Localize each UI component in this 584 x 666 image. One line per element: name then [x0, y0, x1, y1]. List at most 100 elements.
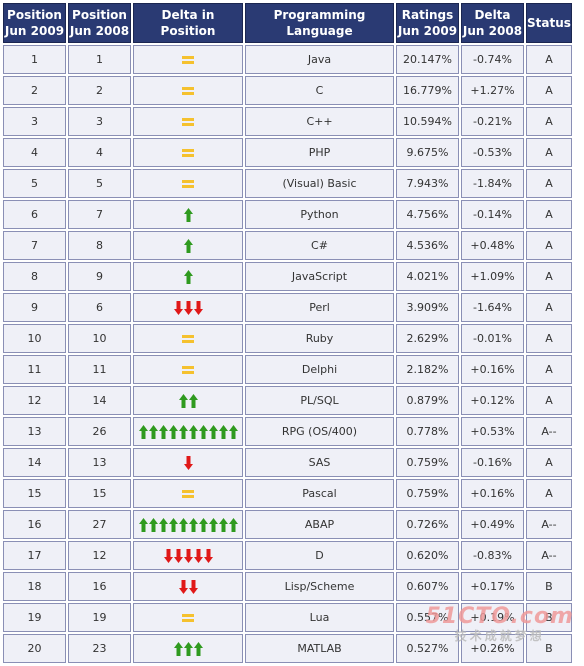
cell-programming-language-text: C++ [306, 115, 333, 128]
cell-status-text: A [545, 84, 553, 97]
red-down-arrow-icon [173, 300, 203, 315]
cell-rating-jun-2009: 0.726% [396, 510, 459, 539]
cell-delta-jun-2008-text: -0.83% [473, 549, 512, 562]
cell-rating-jun-2009: 9.675% [396, 138, 459, 167]
cell-delta-jun-2008: +0.16% [461, 355, 524, 384]
cell-position-jun-2009: 3 [3, 107, 66, 136]
header-ratings-jun-2009: Ratings Jun 2009 [396, 3, 459, 43]
cell-position-jun-2008-text: 4 [96, 146, 103, 159]
cell-delta-jun-2008: +0.26% [461, 634, 524, 663]
cell-delta-jun-2008: +0.53% [461, 417, 524, 446]
cell-position-jun-2008-text: 1 [96, 53, 103, 66]
cell-position-jun-2008: 15 [68, 479, 131, 508]
cell-status: A [526, 45, 572, 74]
cell-status-text: A [545, 239, 553, 252]
cell-programming-language: C++ [245, 107, 394, 136]
cell-position-jun-2009-text: 7 [31, 239, 38, 252]
cell-position-jun-2009-text: 5 [31, 177, 38, 190]
table-row: 19 19 Lua 0.557% +0.19% B [3, 603, 572, 632]
cell-delta-jun-2008: +0.12% [461, 386, 524, 415]
cell-position-jun-2008: 1 [68, 45, 131, 74]
cell-status-text: A [545, 177, 553, 190]
cell-programming-language: Lua [245, 603, 394, 632]
cell-programming-language-text: SAS [308, 456, 331, 469]
cell-programming-language-text: RPG (OS/400) [281, 425, 358, 438]
cell-rating-jun-2009-text: 0.879% [406, 394, 449, 407]
cell-delta-in-position [133, 107, 243, 136]
cell-position-jun-2009: 11 [3, 355, 66, 384]
cell-programming-language-text: Ruby [305, 332, 334, 345]
cell-delta-in-position [133, 448, 243, 477]
cell-position-jun-2009: 9 [3, 293, 66, 322]
cell-status-text: A [545, 394, 553, 407]
cell-status-text: A [545, 487, 553, 500]
cell-rating-jun-2009: 3.909% [396, 293, 459, 322]
cell-position-jun-2008: 10 [68, 324, 131, 353]
cell-position-jun-2009-text: 1 [31, 53, 38, 66]
cell-position-jun-2009-text: 8 [31, 270, 38, 283]
cell-position-jun-2008: 6 [68, 293, 131, 322]
cell-position-jun-2009: 8 [3, 262, 66, 291]
cell-rating-jun-2009-text: 16.779% [403, 84, 452, 97]
cell-position-jun-2008: 27 [68, 510, 131, 539]
cell-position-jun-2009-text: 19 [27, 611, 42, 624]
cell-position-jun-2008: 8 [68, 231, 131, 260]
cell-delta-jun-2008-text: +0.48% [470, 239, 515, 252]
header-position-jun-2008: Position Jun 2008 [68, 3, 131, 43]
yellow-equal-sign-icon [182, 334, 194, 343]
cell-programming-language: MATLAB [245, 634, 394, 663]
cell-position-jun-2008: 16 [68, 572, 131, 601]
cell-programming-language-text: PHP [308, 146, 331, 159]
cell-rating-jun-2009-text: 20.147% [403, 53, 452, 66]
green-up-arrow-icon [173, 641, 203, 656]
cell-delta-jun-2008-text: -0.21% [473, 115, 512, 128]
cell-position-jun-2009-text: 14 [27, 456, 42, 469]
green-up-arrow-icon [183, 207, 193, 222]
cell-programming-language-text: D [315, 549, 324, 562]
cell-status: A [526, 448, 572, 477]
cell-status: A-- [526, 417, 572, 446]
cell-delta-in-position [133, 293, 243, 322]
cell-position-jun-2009-text: 9 [31, 301, 38, 314]
cell-status-text: A [545, 456, 553, 469]
cell-position-jun-2008: 14 [68, 386, 131, 415]
cell-status-text: A [545, 146, 553, 159]
cell-status: A [526, 76, 572, 105]
cell-position-jun-2008: 23 [68, 634, 131, 663]
cell-delta-in-position [133, 386, 243, 415]
cell-rating-jun-2009-text: 0.726% [406, 518, 449, 531]
cell-delta-in-position [133, 510, 243, 539]
cell-position-jun-2009: 6 [3, 200, 66, 229]
cell-delta-in-position [133, 262, 243, 291]
cell-rating-jun-2009-text: 10.594% [403, 115, 452, 128]
cell-delta-jun-2008-text: -0.74% [473, 53, 512, 66]
cell-rating-jun-2009: 0.527% [396, 634, 459, 663]
cell-delta-in-position [133, 355, 243, 384]
cell-position-jun-2008-text: 13 [92, 456, 107, 469]
cell-position-jun-2009: 7 [3, 231, 66, 260]
cell-position-jun-2009: 18 [3, 572, 66, 601]
cell-rating-jun-2009-text: 3.909% [406, 301, 449, 314]
cell-position-jun-2008-text: 15 [92, 487, 107, 500]
cell-rating-jun-2009: 16.779% [396, 76, 459, 105]
cell-delta-jun-2008-text: +0.17% [470, 580, 515, 593]
cell-delta-jun-2008: -0.16% [461, 448, 524, 477]
cell-programming-language: RPG (OS/400) [245, 417, 394, 446]
cell-delta-in-position [133, 76, 243, 105]
cell-status: A-- [526, 541, 572, 570]
table-row: 16 27 ABAP 0.726% +0.49% A-- [3, 510, 572, 539]
cell-position-jun-2009-text: 20 [27, 642, 42, 655]
cell-position-jun-2009: 10 [3, 324, 66, 353]
cell-programming-language: C [245, 76, 394, 105]
cell-delta-in-position [133, 169, 243, 198]
cell-delta-in-position [133, 138, 243, 167]
cell-status: A [526, 169, 572, 198]
cell-rating-jun-2009-text: 0.759% [406, 487, 449, 500]
cell-delta-in-position [133, 541, 243, 570]
cell-status-text: A-- [541, 549, 557, 562]
cell-position-jun-2008-text: 16 [92, 580, 107, 593]
cell-rating-jun-2009-text: 9.675% [406, 146, 449, 159]
cell-status: A [526, 262, 572, 291]
cell-status: A-- [526, 510, 572, 539]
cell-rating-jun-2009: 2.629% [396, 324, 459, 353]
